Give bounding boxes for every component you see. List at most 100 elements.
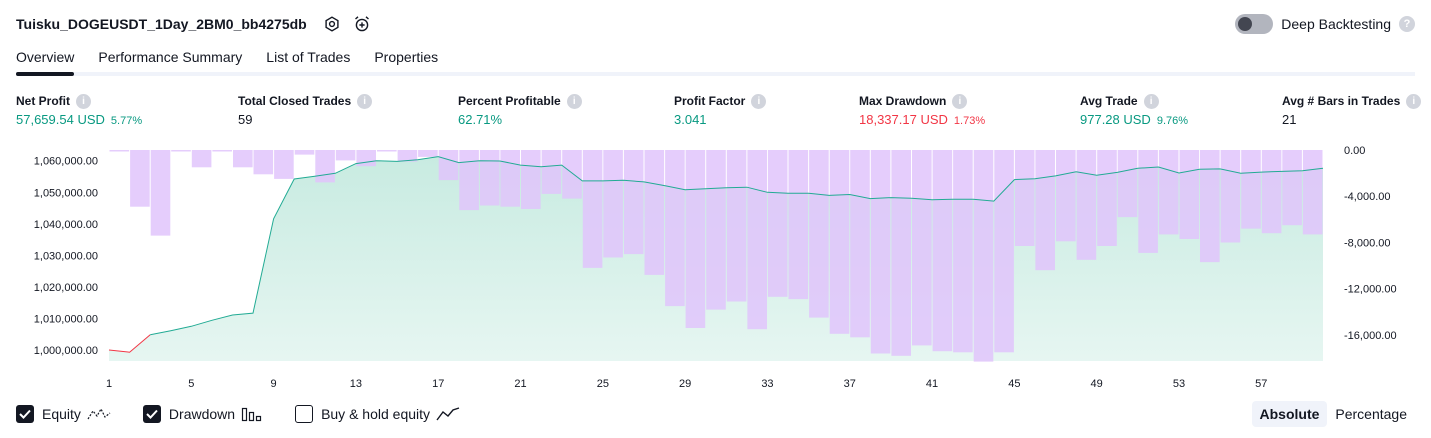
info-icon[interactable]: i — [1406, 93, 1422, 109]
drawdown-bar — [1097, 150, 1117, 246]
drawdown-bar — [253, 150, 274, 175]
mode-percentage[interactable]: Percentage — [1335, 406, 1407, 422]
drawdown-bar — [623, 150, 644, 255]
equity-line-negative — [108, 334, 151, 353]
tab-performance-summary[interactable]: Performance Summary — [98, 49, 243, 65]
info-icon[interactable]: i — [1143, 93, 1159, 109]
equity-checkbox[interactable] — [16, 405, 34, 423]
drawdown-bar — [603, 150, 623, 258]
drawdown-bar — [1117, 150, 1138, 218]
drawdown-bar — [109, 150, 130, 152]
x-axis-tick-label: 53 — [1173, 378, 1185, 390]
drawdown-bar — [850, 150, 870, 338]
info-icon[interactable]: i — [751, 93, 767, 109]
drawdown-bar — [1056, 150, 1076, 242]
equity-line — [150, 156, 1324, 336]
drawdown-bar — [274, 150, 294, 179]
metric-value: 59 — [238, 112, 253, 127]
tab-list-of-trades[interactable]: List of Trades — [266, 49, 351, 65]
drawdown-bar — [562, 150, 582, 199]
drawdown-bars-icon — [241, 406, 263, 422]
chart-legend: Equity Drawdown Buy & hold equity — [16, 402, 492, 426]
drawdown-checkbox[interactable] — [142, 405, 161, 423]
equity-axis-tick-label: 1,000,000.00 — [34, 345, 98, 357]
drawdown-bar — [829, 150, 850, 334]
drawdown-bar — [994, 150, 1014, 353]
buy-hold-checkbox[interactable] — [295, 405, 314, 423]
drawdown-bar — [953, 150, 973, 353]
info-icon[interactable]: i — [76, 93, 91, 109]
drawdown-bar — [1179, 150, 1200, 239]
drawdown-bar — [294, 150, 315, 155]
metric-percent: 5.77% — [110, 115, 143, 127]
metric-label: Net Profit — [16, 94, 70, 108]
drawdown-bar — [418, 150, 438, 157]
deep-backtesting: Deep Backtesting ? — [1235, 12, 1415, 36]
equity-axis-tick-label: 1,010,000.00 — [34, 313, 98, 325]
metric-value: 977.28 USD — [1080, 112, 1151, 127]
equity-line-icon — [87, 406, 111, 422]
drawdown-bar — [767, 150, 788, 297]
mode-absolute[interactable]: Absolute — [1251, 401, 1328, 427]
metric-total-closed-trades: Total Closed Trades i 59 — [238, 92, 373, 127]
equity-axis-tick-label: 1,060,000.00 — [34, 156, 98, 168]
drawdown-bar — [233, 150, 253, 168]
drawdown-axis-tick-label: 0.00 — [1344, 145, 1365, 157]
drawdown-bar — [479, 150, 500, 206]
tab-properties[interactable]: Properties — [374, 49, 439, 65]
metric-value: 62.71% — [458, 112, 503, 127]
drawdown-bar — [1138, 150, 1158, 253]
legend-equity[interactable]: Equity — [16, 405, 111, 423]
drawdown-axis-tick-label: -12,000.00 — [1344, 284, 1397, 296]
metric-label: Profit Factor — [674, 94, 746, 108]
drawdown-bar — [932, 150, 953, 352]
metric-value: 18,337.17 USD — [859, 112, 948, 127]
legend-buy-hold-equity[interactable]: Buy & hold equity — [295, 405, 460, 423]
legend-label: Drawdown — [168, 406, 236, 422]
drawdown-axis-tick-label: -4,000.00 — [1344, 191, 1390, 203]
metric-net-profit: Net Profit i 57,659.54 USD 5.77% — [16, 92, 142, 127]
metric-label: Avg Trade — [1080, 94, 1138, 108]
help-icon[interactable]: ? — [1399, 16, 1415, 32]
x-axis-tick-label: 29 — [679, 378, 691, 390]
strategy-title: Tuisku_DOGEUSDT_1Day_2BM0_bb4275db — [16, 16, 307, 32]
drawdown-bar — [150, 150, 171, 236]
equity-drawdown-chart[interactable]: 1,000,000.00 1,010,000.00 1,020,000.00 1,03… — [0, 140, 1431, 395]
legend-label: Buy & hold equity — [321, 406, 431, 422]
x-axis-tick-label: 41 — [926, 378, 938, 390]
settings-icon[interactable] — [323, 15, 341, 33]
metric-avg-trade: Avg Trade i 977.28 USD 9.76% — [1080, 92, 1188, 127]
deep-backtesting-toggle[interactable] — [1235, 14, 1274, 34]
drawdown-bar — [1261, 150, 1282, 234]
drawdown-bar — [644, 150, 665, 275]
info-icon[interactable]: i — [952, 93, 968, 109]
x-axis-tick-label: 37 — [844, 378, 856, 390]
drawdown-bar — [191, 150, 212, 168]
alarm-add-icon[interactable] — [353, 15, 371, 33]
drawdown-bar — [438, 150, 459, 181]
drawdown-bar — [1241, 150, 1261, 229]
metric-label: Total Closed Trades — [238, 94, 352, 108]
checkmark-icon — [146, 409, 158, 419]
x-axis-tick-label: 1 — [106, 378, 112, 390]
drawdown-bar — [1282, 150, 1302, 226]
deep-backtesting-label: Deep Backtesting — [1281, 16, 1391, 32]
drawdown-bar — [1220, 150, 1241, 243]
info-icon[interactable]: i — [357, 93, 373, 109]
report-tabs: Overview Performance Summary List of Tra… — [16, 44, 1415, 76]
drawdown-bar — [747, 150, 767, 330]
drawdown-bar — [459, 150, 479, 211]
drawdown-bar — [541, 150, 562, 194]
x-axis-tick-label: 13 — [350, 378, 362, 390]
tab-overview[interactable]: Overview — [16, 44, 75, 76]
x-axis-tick-label: 5 — [188, 378, 194, 390]
drawdown-axis-tick-label: -16,000.00 — [1344, 330, 1397, 342]
info-icon[interactable]: i — [566, 93, 582, 109]
drawdown-bar — [171, 150, 191, 152]
metric-profit-factor: Profit Factor i 3.041 — [674, 92, 767, 127]
metric-value: 21 — [1282, 112, 1297, 127]
drawdown-bar — [891, 150, 911, 356]
legend-drawdown[interactable]: Drawdown — [142, 405, 263, 423]
drawdown-bar — [870, 150, 891, 354]
equity-axis-tick-label: 1,050,000.00 — [34, 187, 98, 199]
